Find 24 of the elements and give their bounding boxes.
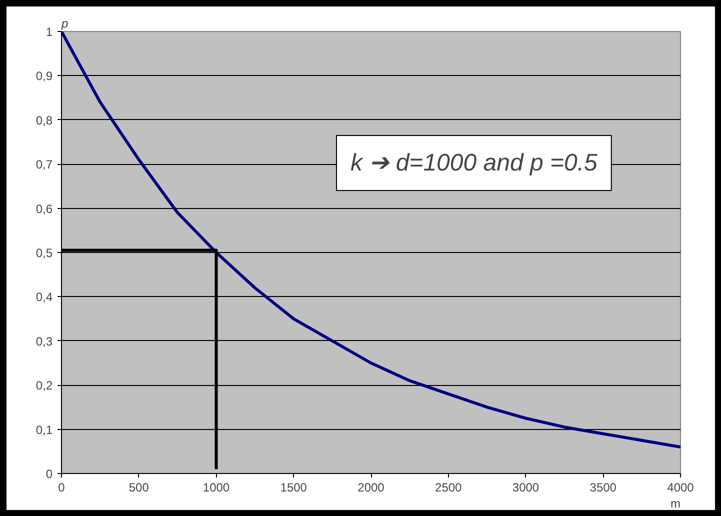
y-tick-label: 0,2 [36, 378, 53, 393]
line-series [62, 32, 680, 448]
y-tick-label: 0,8 [36, 113, 53, 128]
y-tick-label: 0,4 [36, 290, 53, 304]
y-axis-title: p [60, 16, 68, 30]
y-tick-label: 0,5 [36, 246, 53, 260]
y-tick-label: 0,6 [36, 202, 53, 216]
y-tick-label: 1 [46, 25, 53, 39]
x-tick-label: 0 [58, 480, 66, 494]
x-tick-label: 4000 [667, 480, 694, 494]
y-tick-label: 0,9 [36, 69, 53, 84]
y-tick-label: 0,3 [36, 334, 53, 348]
x-tick-label: 500 [128, 480, 150, 494]
y-tick-label: 0,1 [36, 422, 53, 437]
x-tick-label: 1500 [280, 480, 308, 494]
y-tick-label: 0 [46, 467, 53, 481]
y-tick-label: 0,7 [36, 158, 53, 172]
x-tick-label: 2500 [435, 480, 462, 494]
x-tick-label: 3000 [512, 480, 540, 494]
annotation: k ➔ d=1000 and p =0.5 [350, 150, 598, 176]
x-tick-label: 2000 [358, 480, 385, 494]
x-tick-label: 3500 [590, 480, 617, 494]
x-tick-label: 1000 [202, 480, 230, 494]
x-axis-title: m [670, 496, 681, 510]
